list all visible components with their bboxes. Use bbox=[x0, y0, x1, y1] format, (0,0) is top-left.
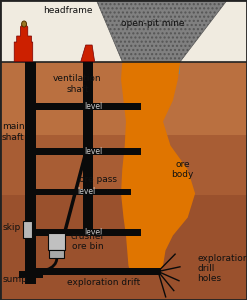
Bar bbox=[25, 61, 36, 284]
Bar bbox=[83, 58, 93, 236]
Text: exploration
drill
holes: exploration drill holes bbox=[198, 254, 247, 284]
Bar bbox=[19, 271, 43, 278]
Bar bbox=[25, 148, 141, 155]
Bar bbox=[49, 250, 64, 258]
Text: skip: skip bbox=[3, 224, 21, 232]
Text: ore
body: ore body bbox=[172, 160, 194, 179]
Bar bbox=[25, 103, 141, 110]
Text: level: level bbox=[85, 228, 103, 237]
Text: level: level bbox=[85, 102, 103, 111]
Polygon shape bbox=[122, 61, 180, 74]
Polygon shape bbox=[121, 61, 195, 274]
Circle shape bbox=[22, 21, 26, 27]
Bar bbox=[25, 229, 141, 236]
Text: level: level bbox=[77, 188, 96, 196]
Text: ore pass: ore pass bbox=[79, 176, 117, 184]
Polygon shape bbox=[14, 22, 33, 62]
Text: headframe: headframe bbox=[43, 6, 93, 15]
Text: level: level bbox=[85, 147, 103, 156]
Text: main
shaft: main shaft bbox=[2, 122, 25, 142]
Bar bbox=[0, 61, 247, 300]
Bar bbox=[48, 233, 65, 250]
Text: open-pit mine: open-pit mine bbox=[121, 20, 185, 28]
Bar bbox=[0, 195, 247, 300]
Bar bbox=[0, 61, 247, 300]
Bar bbox=[23, 221, 32, 238]
Bar bbox=[25, 189, 131, 195]
Bar bbox=[36, 268, 161, 275]
Text: sump: sump bbox=[3, 275, 28, 284]
Text: exploration drift: exploration drift bbox=[67, 278, 140, 287]
Bar bbox=[0, 0, 247, 61]
Bar bbox=[0, 135, 247, 195]
Polygon shape bbox=[96, 0, 227, 61]
Text: crusher
ore bin: crusher ore bin bbox=[70, 232, 105, 251]
Text: ventilation
shaft: ventilation shaft bbox=[53, 74, 102, 94]
Polygon shape bbox=[81, 45, 95, 62]
